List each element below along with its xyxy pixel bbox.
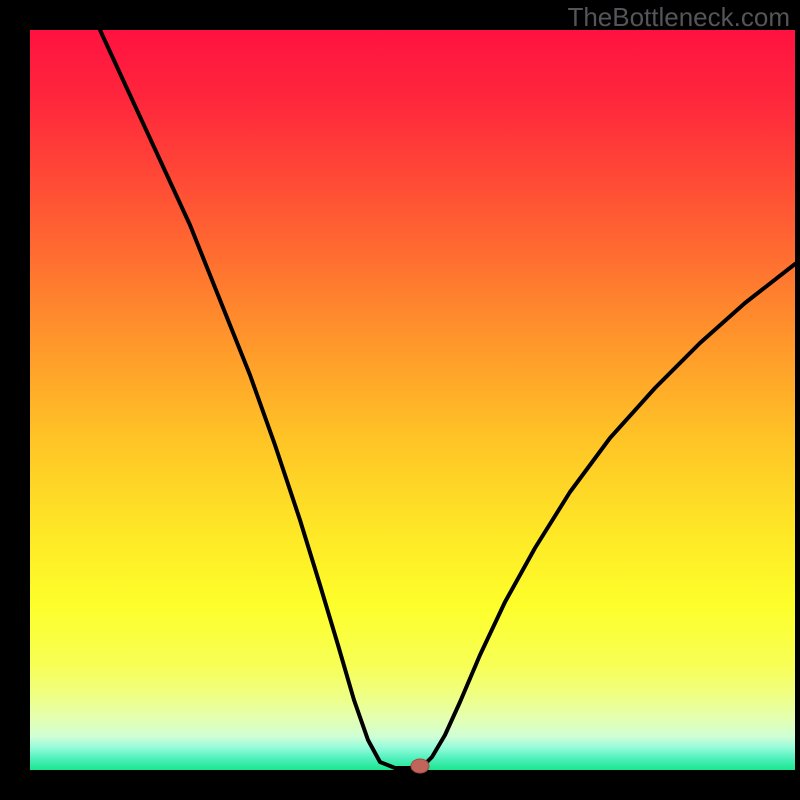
- optimal-point-marker: [411, 759, 429, 773]
- bottleneck-chart: [0, 0, 800, 800]
- chart-container: TheBottleneck.com: [0, 0, 800, 800]
- watermark-text: TheBottleneck.com: [567, 2, 790, 33]
- plot-background: [30, 30, 795, 770]
